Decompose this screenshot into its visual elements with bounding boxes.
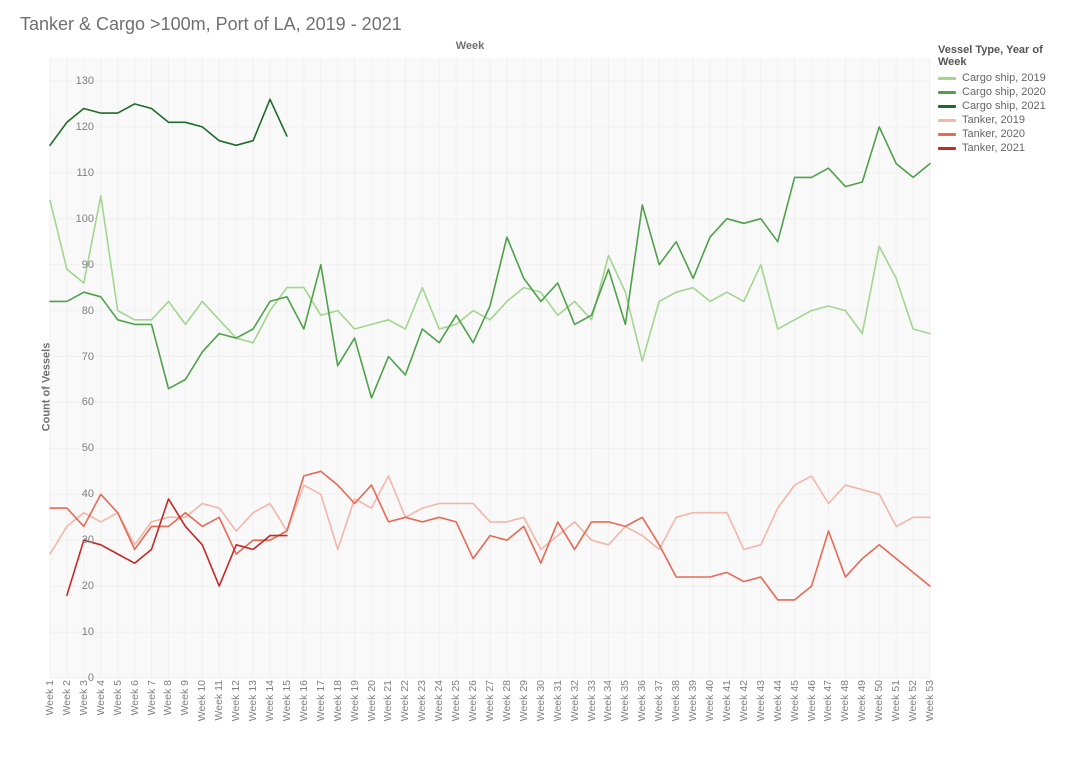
x-tick-label: Week 50: [873, 680, 885, 721]
y-tick-label: 100: [64, 213, 94, 225]
x-tick-label: Week 44: [772, 680, 784, 721]
x-tick-label: Week 43: [755, 680, 767, 721]
x-tick-label: Week 23: [416, 680, 428, 721]
x-tick-label: Week 17: [315, 680, 327, 721]
y-tick-label: 50: [64, 442, 94, 454]
legend-swatch: [938, 133, 956, 136]
y-tick-label: 20: [64, 580, 94, 592]
x-tick-label: Week 13: [247, 680, 259, 721]
y-tick-label: 80: [64, 305, 94, 317]
x-tick-label: Week 14: [264, 680, 276, 721]
x-tick-label: Week 3: [78, 680, 90, 715]
y-tick-label: 60: [64, 396, 94, 408]
y-tick-label: 10: [64, 626, 94, 638]
x-tick-label: Week 22: [399, 680, 411, 721]
x-tick-label: Week 37: [653, 680, 665, 721]
y-tick-label: 90: [64, 259, 94, 271]
y-tick-label: 110: [64, 167, 94, 179]
x-tick-label: Week 40: [704, 680, 716, 721]
x-tick-label: Week 2: [61, 680, 73, 715]
x-tick-label: Week 18: [332, 680, 344, 721]
x-tick-label: Week 19: [349, 680, 361, 721]
x-tick-label: Week 4: [95, 680, 107, 715]
chart-title: Tanker & Cargo >100m, Port of LA, 2019 -…: [20, 14, 1070, 35]
x-tick-label: Week 15: [281, 680, 293, 721]
x-tick-label: Week 28: [501, 680, 513, 721]
x-tick-label: Week 46: [806, 680, 818, 721]
legend-item[interactable]: Cargo ship, 2021: [938, 100, 1068, 112]
x-tick-label: Week 10: [196, 680, 208, 721]
chart-container: Tanker & Cargo >100m, Port of LA, 2019 -…: [0, 0, 1080, 774]
x-tick-label: Week 16: [298, 680, 310, 721]
x-tick-label: Week 24: [433, 680, 445, 721]
legend-label: Cargo ship, 2020: [962, 86, 1046, 98]
x-tick-label: Week 31: [552, 680, 564, 721]
legend-title: Vessel Type, Year of Week: [938, 44, 1068, 68]
series-line-tanker2021[interactable]: [67, 499, 287, 595]
legend-label: Tanker, 2020: [962, 128, 1025, 140]
x-tick-label: Week 36: [636, 680, 648, 721]
x-tick-label: Week 29: [518, 680, 530, 721]
x-tick-label: Week 33: [586, 680, 598, 721]
plot-wrap: 0102030405060708090100110120130: [50, 58, 930, 678]
y-tick-label: 130: [64, 75, 94, 87]
x-tick-label: Week 5: [112, 680, 124, 715]
y-tick-label: 30: [64, 534, 94, 546]
x-tick-label: Week 34: [602, 680, 614, 721]
legend-swatch: [938, 91, 956, 94]
x-tick-label: Week 48: [839, 680, 851, 721]
legend-item[interactable]: Tanker, 2020: [938, 128, 1068, 140]
x-tick-label: Week 38: [670, 680, 682, 721]
x-tick-label: Week 25: [450, 680, 462, 721]
legend-swatch: [938, 105, 956, 108]
y-tick-label: 70: [64, 351, 94, 363]
x-tick-label: Week 32: [569, 680, 581, 721]
x-tick-label: Week 52: [907, 680, 919, 721]
legend-swatch: [938, 119, 956, 122]
x-tick-label: Week 20: [366, 680, 378, 721]
x-tick-label: Week 8: [162, 680, 174, 715]
x-tick-label: Week 12: [230, 680, 242, 721]
x-tick-label: Week 11: [213, 680, 225, 720]
x-tick-label: Week 30: [535, 680, 547, 721]
x-tick-label: Week 51: [890, 680, 902, 721]
x-tick-label: Week 9: [179, 680, 191, 715]
x-tick-label: Week 47: [822, 680, 834, 721]
y-tick-label: 40: [64, 488, 94, 500]
legend-item[interactable]: Cargo ship, 2019: [938, 72, 1068, 84]
x-tick-label: Week 45: [789, 680, 801, 721]
x-ticks: Week 1Week 2Week 3Week 4Week 5Week 6Week…: [50, 680, 930, 770]
x-tick-label: Week 49: [856, 680, 868, 721]
legend-label: Cargo ship, 2019: [962, 72, 1046, 84]
legend-item[interactable]: Tanker, 2021: [938, 142, 1068, 154]
x-tick-label: Week 21: [382, 680, 394, 721]
x-tick-label: Week 1: [44, 680, 56, 715]
legend-label: Tanker, 2019: [962, 114, 1025, 126]
legend-label: Cargo ship, 2021: [962, 100, 1046, 112]
x-tick-label: Week 7: [146, 680, 158, 715]
legend-item[interactable]: Tanker, 2019: [938, 114, 1068, 126]
legend-swatch: [938, 147, 956, 150]
legend-item[interactable]: Cargo ship, 2020: [938, 86, 1068, 98]
x-tick-label: Week 41: [721, 680, 733, 721]
x-tick-label: Week 26: [467, 680, 479, 721]
x-tick-label: Week 6: [129, 680, 141, 715]
x-tick-label: Week 39: [687, 680, 699, 721]
x-tick-label: Week 27: [484, 680, 496, 721]
plot-svg: [50, 58, 930, 678]
legend: Vessel Type, Year of Week Cargo ship, 20…: [938, 44, 1068, 156]
x-axis-label-top: Week: [0, 40, 940, 52]
y-tick-label: 120: [64, 121, 94, 133]
legend-label: Tanker, 2021: [962, 142, 1025, 154]
legend-swatch: [938, 77, 956, 80]
x-tick-label: Week 53: [924, 680, 936, 721]
x-tick-label: Week 42: [738, 680, 750, 721]
x-tick-label: Week 35: [619, 680, 631, 721]
